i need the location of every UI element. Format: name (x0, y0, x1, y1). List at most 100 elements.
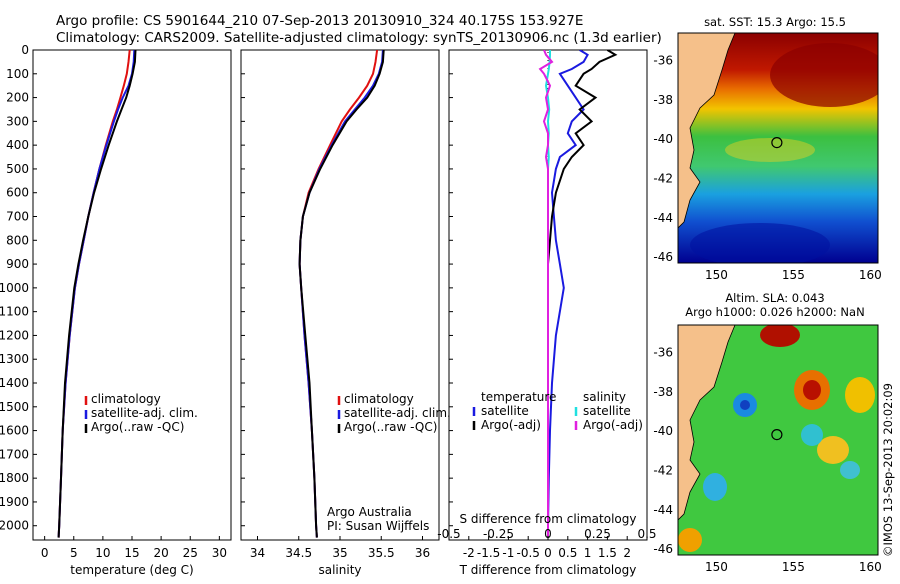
depth-tick-label: 300 (6, 114, 29, 128)
temperature-xtick-label: 30 (212, 546, 227, 560)
sla-map-ytick-label: -36 (653, 346, 673, 360)
temperature-series-0 (57, 50, 131, 538)
salinity-xlabel: salinity (318, 563, 361, 577)
legend-label-s-argo: Argo(-adj) (583, 418, 643, 432)
sla-coastline (678, 325, 736, 521)
difference-top-xtick-label: 0.25 (584, 527, 611, 541)
sla-map-frame (677, 324, 879, 556)
depth-tick-label: 500 (6, 162, 29, 176)
sst-map: sat. SST: 15.3 Argo: 15.5 (677, 15, 879, 264)
depth-tick-label: 1700 (0, 447, 29, 461)
depth-tick-label: 1100 (0, 305, 29, 319)
sla-map-xtick-label: 155 (782, 560, 805, 574)
sla-map-ytick-label: -40 (653, 424, 673, 438)
sla-map-xtick-label: 150 (705, 560, 728, 574)
difference-xtick-label: 1 (584, 546, 592, 560)
difference-top-xtick-label: 0 (544, 527, 552, 541)
temperature-xtick-label: 15 (124, 546, 139, 560)
difference-xlabel: T difference from climatology (459, 563, 637, 577)
sst-front (725, 138, 815, 162)
sst-map-ytick-label: -44 (653, 211, 673, 225)
imos-credit: ©IMOS 13-Sep-2013 20:02:09 (881, 383, 895, 557)
depth-tick-label: 1400 (0, 376, 29, 390)
figure-title: Argo profile: CS 5901644_210 07-Sep-2013… (56, 13, 583, 29)
legend-title-salinity: salinity (583, 390, 626, 404)
difference-xtick-label: 1.5 (598, 546, 617, 560)
depth-tick-label: 1500 (0, 400, 29, 414)
principal-investigator: PI: Susan Wijffels (327, 519, 429, 533)
sst-map-ytick-label: -36 (653, 54, 673, 68)
temperature-series-group (57, 50, 137, 538)
difference-top-xlabel: S difference from climatology (460, 512, 637, 526)
sla-high-5 (678, 528, 702, 552)
temperature-xtick-label: 20 (153, 546, 168, 560)
salinity-xtick-label: 34 (250, 546, 265, 560)
sst-map-ytick-label: -40 (653, 132, 673, 146)
data-provider: Argo Australia (327, 505, 412, 519)
salinity-xtick-label: 36 (415, 546, 430, 560)
temperature-panel-frame (32, 49, 232, 541)
legend-label-satellite: satellite-adj. clim. (344, 406, 451, 420)
depth-tick-label: 1300 (0, 352, 29, 366)
depth-tick-label: 800 (6, 233, 29, 247)
depth-tick-label: 400 (6, 138, 29, 152)
depth-tick-label: 1600 (0, 424, 29, 438)
difference-xtick-label: -0.5 (516, 546, 539, 560)
depth-tick-label: 0 (21, 43, 29, 57)
temperature-series-2 (57, 50, 137, 538)
difference-xtick-label: -1.5 (477, 546, 500, 560)
difference-series-1 (547, 50, 618, 538)
legend-label-climatology: climatology (91, 392, 161, 406)
sla-map-title: Altim. SLA: 0.043 (725, 291, 824, 305)
sst-map-xtick-label: 155 (782, 268, 805, 282)
legend-title-temperature: temperature (481, 390, 556, 404)
sla-map: Altim. SLA: 0.043 Argo h1000: 0.026 h200… (677, 291, 879, 556)
legend-label-t-argo: Argo(-adj) (481, 418, 541, 432)
sla-low-2 (801, 424, 823, 446)
depth-tick-label: 2000 (0, 519, 29, 533)
sla-low-3 (703, 473, 727, 501)
temperature-legend: climatology satellite-adj. clim. Argo(..… (84, 392, 198, 434)
salinity-xtick-label: 35 (332, 546, 347, 560)
salinity-series-2 (298, 50, 385, 538)
sla-map-subtitle: Argo h1000: 0.026 h2000: NaN (685, 305, 864, 319)
depth-tick-label: 600 (6, 186, 29, 200)
difference-xtick-label: -1 (502, 546, 514, 560)
depth-tick-label: 200 (6, 91, 29, 105)
sst-land (678, 33, 735, 228)
sst-map-ytick-label: -42 (653, 171, 673, 185)
difference-xtick-label: 0 (544, 546, 552, 560)
sst-map-frame (677, 32, 879, 264)
temperature-xtick-label: 25 (183, 546, 198, 560)
difference-xtick-label: -2 (463, 546, 475, 560)
legend-label-satellite: satellite-adj. clim. (91, 406, 198, 420)
salinity-legend: climatology satellite-adj. clim. Argo(..… (337, 392, 451, 434)
salinity-xtick-label: 35.5 (368, 546, 395, 560)
sla-map-ytick-label: -46 (653, 542, 673, 556)
sst-map-ytick-label: -46 (653, 250, 673, 264)
temperature-series-1 (57, 50, 136, 538)
sla-map-ytick-label: -44 (653, 503, 673, 517)
depth-tick-label: 1900 (0, 495, 29, 509)
depth-tick-label: 1200 (0, 328, 29, 342)
depth-tick-label: 1800 (0, 471, 29, 485)
legend-label-s-satellite: satellite (583, 404, 631, 418)
difference-legend: temperature salinity satellite Argo(-adj… (472, 390, 643, 432)
sla-float-marker (771, 428, 783, 441)
sla-high-4 (817, 436, 849, 464)
depth-tick-label: 700 (6, 210, 29, 224)
sla-low-1-core (740, 400, 750, 410)
sla-map-ytick-label: -38 (653, 385, 673, 399)
sst-map-xtick-label: 150 (705, 268, 728, 282)
temperature-xtick-label: 0 (41, 546, 49, 560)
depth-tick-label: 1000 (0, 281, 29, 295)
sla-map-ytick-label: -42 (653, 463, 673, 477)
temperature-xtick-label: 5 (70, 546, 78, 560)
sst-map-title: sat. SST: 15.3 Argo: 15.5 (704, 15, 846, 29)
sla-land (678, 325, 735, 520)
sst-coastline (678, 33, 736, 229)
difference-series-group (538, 50, 618, 539)
temperature-xtick-label: 10 (95, 546, 110, 560)
difference-series-0 (547, 50, 589, 538)
